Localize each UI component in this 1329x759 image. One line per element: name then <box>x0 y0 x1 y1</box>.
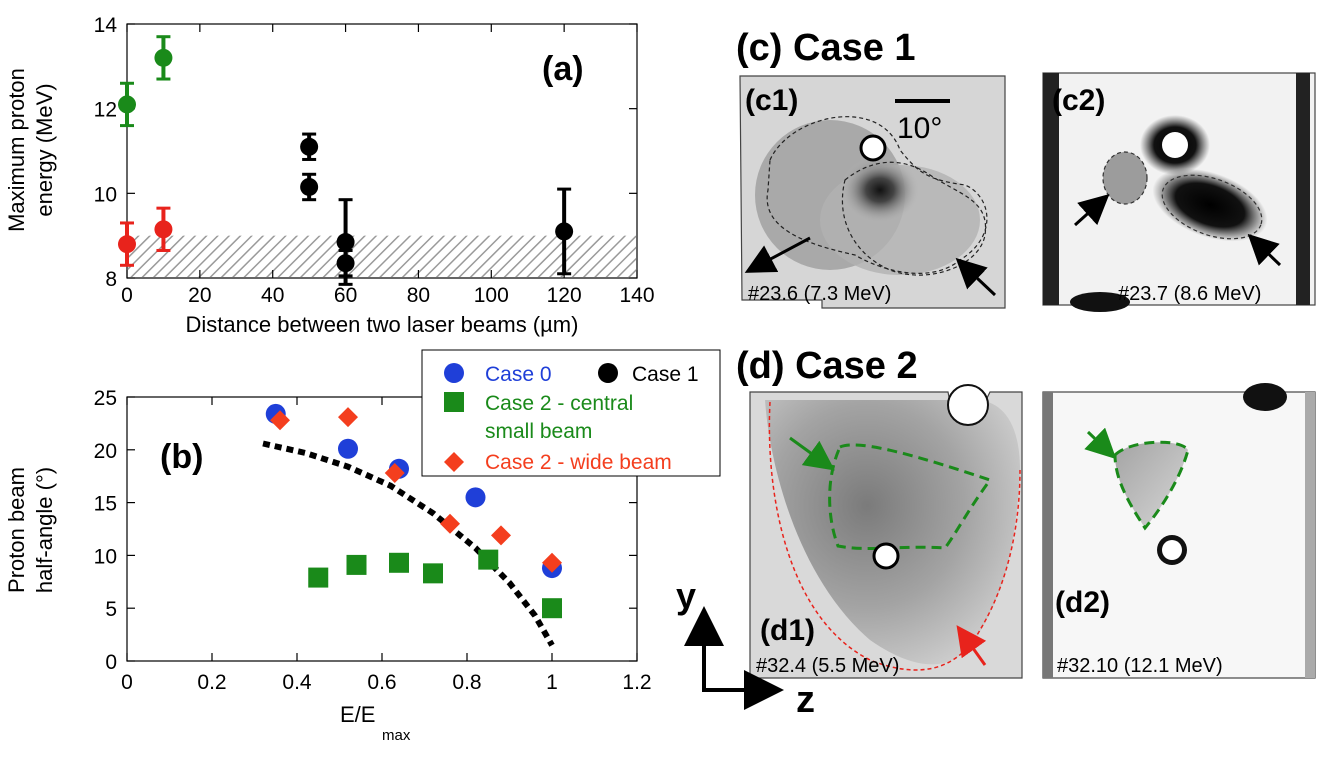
panel-a-ylabel-line2: energy (MeV) <box>32 83 57 216</box>
axis-y-label: y <box>676 575 696 616</box>
a-point <box>555 222 574 241</box>
d1-label: (d1) <box>760 614 815 647</box>
a-xtick-label: 60 <box>334 284 357 307</box>
panel-a-xlabel: Distance between two laser beams (µm) <box>186 312 579 337</box>
b-ytick-label: 5 <box>105 598 117 621</box>
a-xtick-label: 80 <box>407 284 430 307</box>
b-point-case2-central <box>308 567 329 588</box>
legend-case2-central-line2: small beam <box>485 420 592 443</box>
b-point-case2-wide <box>384 463 405 484</box>
panel-b-xlabel: E/E <box>340 702 375 727</box>
image-d1: (d1) #32.4 (5.5 MeV) <box>749 384 1023 679</box>
c2-label: (c2) <box>1052 84 1105 117</box>
b-point-case2-central <box>389 552 409 573</box>
axis-z-label: z <box>796 679 815 721</box>
panel-b-ylabel-line2: half-angle (°) <box>32 467 57 593</box>
panel-a-frame <box>126 23 638 279</box>
panel-b-points <box>265 403 562 619</box>
legend-marker-case2-wide <box>444 452 464 472</box>
c1-label: (c1) <box>745 84 798 117</box>
b-xtick-label: 0.6 <box>367 671 396 694</box>
b-ytick-label: 25 <box>94 387 117 410</box>
a-point <box>336 233 355 252</box>
panel-d-title: (d) Case 2 <box>736 345 918 387</box>
b-ytick-label: 15 <box>94 493 117 516</box>
panel-a-points <box>118 35 574 286</box>
panel-a-shaded-band <box>128 235 636 277</box>
b-xtick-label: 0 <box>121 671 133 694</box>
b-ytick-label: 20 <box>94 440 117 463</box>
c2-caption: #23.7 (8.6 MeV) <box>1118 283 1261 305</box>
b-point-case0 <box>465 487 486 508</box>
b-point-case2-wide <box>338 407 358 428</box>
b-point-case2-central <box>346 554 367 575</box>
b-point-case2-central <box>478 549 499 570</box>
panel-a-chart: 0 20 40 60 80 100 120 140 8 10 12 14 (a) Distance b… <box>4 14 655 337</box>
legend-marker-case2-central <box>444 392 464 412</box>
panel-b-ylabel-line1: Proton beam <box>4 467 29 593</box>
panel-c-images: (c) Case 1 10° (c1) #23.6 (7.3 MeV) <box>736 27 1316 312</box>
d2-label: (d2) <box>1055 586 1110 619</box>
a-point <box>118 95 136 114</box>
a-point <box>300 137 319 156</box>
b-point-case2-wide <box>270 410 290 431</box>
a-point <box>118 235 136 254</box>
panel-b-chart: 0 0.2 0.4 0.6 0.8 1 1.2 0 5 10 15 20 25 (b) Proton b… <box>4 349 721 744</box>
a-point <box>154 220 173 239</box>
b-point-case2-central <box>423 563 443 584</box>
a-xtick-label: 140 <box>619 284 654 307</box>
legend-case1: Case 1 <box>632 363 699 386</box>
image-d2: (d2) #32.10 (12.1 MeV) <box>1042 383 1316 679</box>
a-xtick-label: 0 <box>121 284 133 307</box>
d2-caption: #32.10 (12.1 MeV) <box>1057 655 1223 677</box>
panel-a-ylabel-line1: Maximum proton <box>4 68 29 232</box>
panel-a-label: (a) <box>542 50 584 88</box>
scale-label: 10° <box>897 112 942 145</box>
panel-b-fit-curve <box>262 440 555 647</box>
c1-caption: #23.6 (7.3 MeV) <box>748 283 891 305</box>
yz-axes: y z <box>676 575 815 721</box>
image-c2: (c2) #23.7 (8.6 MeV) <box>1042 72 1316 312</box>
legend-marker-case1 <box>598 363 618 383</box>
a-xtick-label: 20 <box>188 284 211 307</box>
legend-marker-case0 <box>444 363 464 383</box>
b-ytick-label: 0 <box>105 651 117 674</box>
b-xtick-label: 1.2 <box>622 671 651 694</box>
panel-b-xlabel-sub: max <box>382 727 411 744</box>
b-point-case2-wide <box>542 552 562 573</box>
a-xtick-label: 120 <box>547 284 582 307</box>
b-xtick-label: 0.8 <box>452 671 481 694</box>
a-point <box>336 254 355 273</box>
b-xtick-label: 0.4 <box>282 671 312 694</box>
a-ytick-label: 8 <box>105 268 117 291</box>
panel-a-ticks: 0 20 40 60 80 100 120 140 8 10 12 14 <box>94 14 655 307</box>
b-point-case2-wide <box>440 513 460 534</box>
b-xtick-label: 0.2 <box>197 671 226 694</box>
a-ytick-label: 10 <box>94 183 117 206</box>
d1-caption: #32.4 (5.5 MeV) <box>756 655 899 677</box>
b-point-case0 <box>338 438 358 459</box>
panel-b-legend: Case 0 Case 1 Case 2 - central small bea… <box>421 349 721 477</box>
legend-case2-wide: Case 2 - wide beam <box>485 451 672 474</box>
panel-b-ticks: 0 0.2 0.4 0.6 0.8 1 1.2 0 5 10 15 20 25 <box>94 387 652 694</box>
a-ytick-label: 12 <box>94 99 117 122</box>
b-xtick-label: 1 <box>546 671 558 694</box>
legend-case0: Case 0 <box>485 363 552 386</box>
panel-c-title: (c) Case 1 <box>736 27 916 69</box>
a-point <box>154 48 173 67</box>
panel-b-label: (b) <box>160 438 203 476</box>
a-point <box>300 177 319 196</box>
panel-d-images: (d) Case 2 (d1) #32.4 (5.5 MeV) (d2) <box>676 345 1316 721</box>
b-point-case2-central <box>542 598 562 619</box>
a-xtick-label: 40 <box>261 284 284 307</box>
a-xtick-label: 100 <box>474 284 509 307</box>
legend-box <box>421 349 721 477</box>
a-ytick-label: 14 <box>94 14 118 37</box>
legend-case2-central-line1: Case 2 - central <box>485 392 633 415</box>
b-point-case2-wide <box>491 525 511 546</box>
image-c1: 10° (c1) #23.6 (7.3 MeV) <box>739 75 1006 309</box>
b-ytick-label: 10 <box>94 545 117 568</box>
